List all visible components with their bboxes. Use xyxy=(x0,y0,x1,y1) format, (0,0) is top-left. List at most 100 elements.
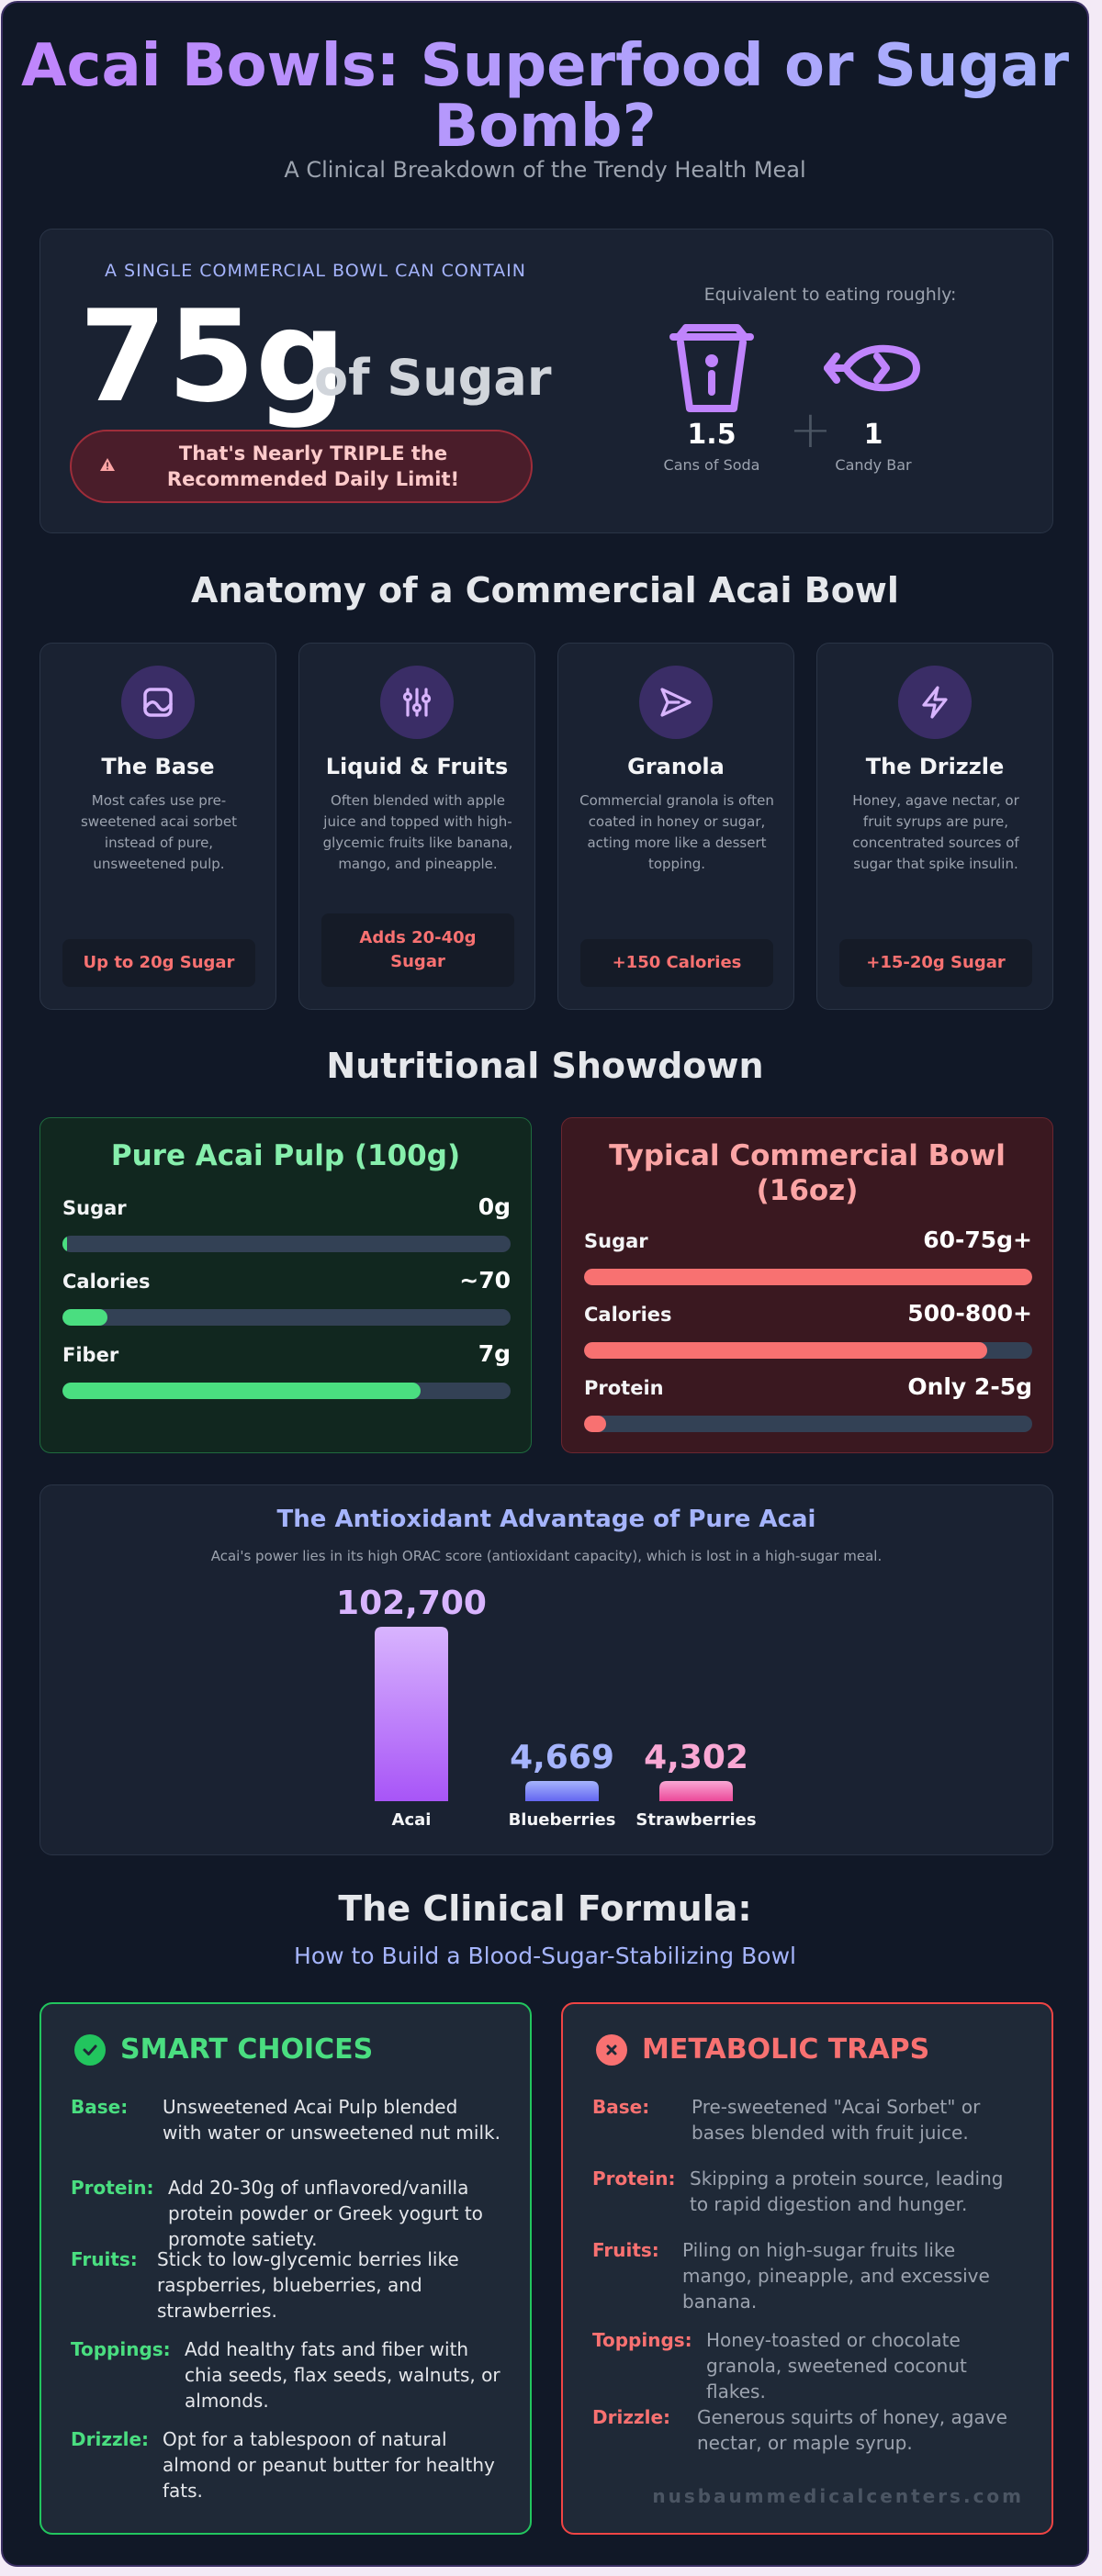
item-label: Protein: xyxy=(71,2177,154,2199)
orac-bar-chart: 102,700 Acai 4,669 Blueberries 4,302 Strawber… xyxy=(336,1585,757,1830)
anatomy-card-title: Granola xyxy=(627,754,725,779)
item-text: Piling on high-sugar fruits like mango, … xyxy=(682,2239,990,2313)
anatomy-card-title: The Base xyxy=(101,754,215,779)
smart-item-protein: Protein: Add 20-30g of unflavored/vanilla… xyxy=(71,2175,502,2252)
smart-item-fruits: Fruits: Stick to low-glycemic berries lik… xyxy=(71,2246,502,2324)
nutrient-bar xyxy=(62,1309,511,1326)
trap-item-toppings: Toppings: Honey-toasted or chocolate gran… xyxy=(592,2327,1024,2404)
warning-text: That's Nearly TRIPLE the Recommended Dai… xyxy=(166,442,460,490)
nutrient-label: Calories xyxy=(584,1304,672,1326)
nutrient-label: Sugar xyxy=(584,1230,648,1252)
equivalent-candy: 1 Candy Bar xyxy=(804,318,942,474)
nutrient-label: Fiber xyxy=(62,1344,119,1366)
send-icon xyxy=(639,666,713,739)
base-icon xyxy=(121,666,195,739)
anatomy-card-liquid-fruits: Liquid & Fruits Often blended with apple… xyxy=(298,643,535,1010)
smart-item-drizzle: Drizzle: Opt for a tablespoon of natural … xyxy=(71,2426,502,2503)
item-label: Protein: xyxy=(592,2167,676,2190)
anatomy-card-desc: Most cafes use pre-sweetened acai sorbet… xyxy=(80,792,238,872)
plus-icon: + xyxy=(789,400,832,460)
page-title: Acai Bowls: Superfood or Sugar Bomb? xyxy=(3,36,1087,157)
nutrient-bar-fill xyxy=(584,1416,607,1432)
nutrient-bar xyxy=(62,1383,511,1399)
item-text: Stick to low-glycemic berries like raspb… xyxy=(157,2248,459,2322)
item-text: Generous squirts of honey, agave nectar,… xyxy=(697,2406,1007,2454)
nutrient-value: 0g xyxy=(478,1193,511,1220)
nutrient-bar-fill xyxy=(62,1383,422,1399)
showdown-title: Nutritional Showdown xyxy=(326,1046,764,1086)
nutrient-bar xyxy=(62,1236,511,1252)
item-text: Unsweetened Acai Pulp blended with water… xyxy=(163,2096,500,2144)
nutrient-value: Only 2-5g xyxy=(907,1373,1032,1400)
trap-item-fruits: Fruits: Piling on high-sugar fruits like … xyxy=(592,2237,1024,2314)
anatomy-card-desc: Commercial granola is often coated in ho… xyxy=(579,792,774,872)
anatomy-card-tag: +15-20g Sugar xyxy=(839,939,1032,987)
smart-choices-card: SMART CHOICES Base: Unsweetened Acai Pulp… xyxy=(39,2002,532,2535)
trap-item-drizzle: Drizzle: Generous squirts of honey, agave… xyxy=(592,2404,1024,2456)
smart-item-toppings: Toppings: Add healthy fats and fiber with… xyxy=(71,2336,502,2414)
nutrient-bar-fill xyxy=(584,1269,1032,1285)
smart-choices-header: SMART CHOICES xyxy=(74,2033,373,2066)
anatomy-card-tag: Adds 20-40g Sugar xyxy=(321,913,514,987)
nutrient-bar xyxy=(584,1342,1032,1359)
item-label: Fruits: xyxy=(592,2239,659,2261)
hero-sugar-unit: of Sugar xyxy=(314,349,552,407)
anatomy-card-title: Liquid & Fruits xyxy=(325,754,509,779)
nutrient-bar xyxy=(584,1416,1032,1432)
nutrient-label: Protein xyxy=(584,1377,664,1399)
bar-blueberries xyxy=(525,1781,599,1801)
item-label: Base: xyxy=(592,2096,650,2118)
pure-acai-title: Pure Acai Pulp (100g) xyxy=(110,1139,461,1172)
anatomy-card-desc: Often blended with apple juice and toppe… xyxy=(322,792,513,872)
equivalent-soda: 1.5 Cans of Soda xyxy=(643,318,781,474)
anatomy-card-tag: Up to 20g Sugar xyxy=(62,939,255,987)
antioxidant-title: The Antioxidant Advantage of Pure Acai xyxy=(276,1506,816,1533)
nutrient-bar-fill xyxy=(62,1309,107,1326)
candy-label: Candy Bar xyxy=(835,456,912,474)
anatomy-card-granola: Granola Commercial granola is often coat… xyxy=(557,643,794,1010)
nutrient-value: 500-800+ xyxy=(907,1300,1032,1327)
item-text: Skipping a protein source, leading to ra… xyxy=(690,2167,1004,2215)
nutrient-label: Sugar xyxy=(62,1197,127,1219)
nutrient-bar xyxy=(584,1269,1032,1285)
trap-item-protein: Protein: Skipping a protein source, leadi… xyxy=(592,2166,1024,2217)
soda-cup-icon xyxy=(643,318,781,419)
item-label: Drizzle: xyxy=(71,2428,150,2450)
anatomy-title: Anatomy of a Commercial Acai Bowl xyxy=(191,570,899,610)
smart-item-base: Base: Unsweetened Acai Pulp blended with … xyxy=(71,2094,502,2145)
nutrient-value: 7g xyxy=(478,1340,511,1367)
anatomy-card-title: The Drizzle xyxy=(865,754,1005,779)
nutrient-bar-fill xyxy=(62,1236,67,1252)
soda-count: 1.5 xyxy=(687,419,737,451)
item-label: Toppings: xyxy=(71,2338,171,2360)
hero-kicker: A SINGLE COMMERCIAL BOWL CAN CONTAIN xyxy=(105,261,526,281)
item-text: Add healthy fats and fiber with chia see… xyxy=(185,2338,500,2412)
bar-strawberries xyxy=(659,1781,733,1801)
commercial-bowl-card: Typical Commercial Bowl (16oz) Sugar 60-… xyxy=(561,1117,1053,1453)
item-label: Toppings: xyxy=(592,2329,692,2351)
equivalent-label: Equivalent to eating roughly: xyxy=(703,285,957,305)
check-icon xyxy=(74,2033,106,2066)
pure-acai-card: Pure Acai Pulp (100g) Sugar 0g Calories … xyxy=(39,1117,532,1453)
formula-subtitle: How to Build a Blood-Sugar-Stabilizing B… xyxy=(294,1943,796,1969)
sugar-hero-card: A SINGLE COMMERCIAL BOWL CAN CONTAIN 75g… xyxy=(39,229,1053,533)
lightning-icon xyxy=(898,666,972,739)
anatomy-card-base: The Base Most cafes use pre-sweetened ac… xyxy=(39,643,276,1010)
item-text: Honey-toasted or chocolate granola, swee… xyxy=(706,2329,967,2402)
antioxidant-subtitle: Acai's power lies in its high ORAC score… xyxy=(210,1548,883,1564)
anatomy-card-drizzle: The Drizzle Honey, agave nectar, or frui… xyxy=(816,643,1053,1010)
nutrient-label: Calories xyxy=(62,1271,151,1293)
metabolic-traps-card: METABOLIC TRAPS Base: Pre-sweetened "Acai… xyxy=(561,2002,1053,2535)
bar-acai xyxy=(375,1627,448,1801)
warning-icon xyxy=(97,457,118,476)
soda-label: Cans of Soda xyxy=(663,456,760,474)
bar-value-label: 4,302 xyxy=(644,1739,748,1776)
metabolic-traps-header: METABOLIC TRAPS xyxy=(596,2033,929,2066)
bar-category-label: Blueberries xyxy=(509,1810,616,1830)
page-subtitle: A Clinical Breakdown of the Trendy Healt… xyxy=(284,157,806,183)
trap-item-base: Base: Pre-sweetened "Acai Sorbet" or base… xyxy=(592,2094,1024,2145)
warning-banner: That's Nearly TRIPLE the Recommended Dai… xyxy=(70,430,533,503)
antioxidant-card: The Antioxidant Advantage of Pure Acai A… xyxy=(39,1484,1053,1855)
metabolic-traps-title: METABOLIC TRAPS xyxy=(642,2033,930,2066)
